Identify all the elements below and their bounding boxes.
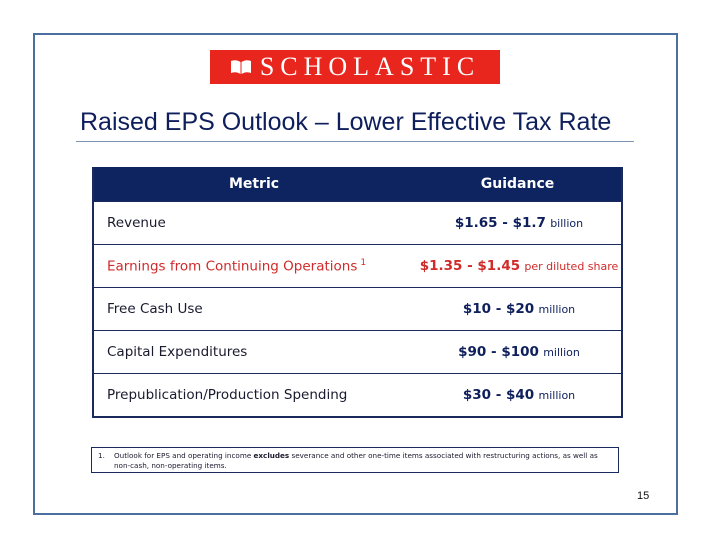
guidance-value: $30 - $40 (462, 387, 535, 403)
metric-cell: Revenue (94, 215, 417, 231)
guidance-unit: million (543, 346, 580, 359)
metric-cell: Prepublication/Production Spending (94, 387, 417, 403)
footnote-number: 1. (98, 451, 105, 460)
table-header: Metric Guidance (94, 167, 621, 201)
table-row: Prepublication/Production Spending $30 -… (94, 373, 621, 416)
footnote-text-before: Outlook for EPS and operating income (114, 451, 254, 460)
slide-title: Raised EPS Outlook – Lower Effective Tax… (80, 108, 612, 136)
table-row: Free Cash Use $10 - $20 million (94, 287, 621, 330)
title-divider (76, 141, 634, 142)
footnote-text: Outlook for EPS and operating income exc… (114, 451, 612, 472)
guidance-unit: billion (550, 217, 584, 230)
metric-cell: Free Cash Use (94, 301, 417, 317)
metric-cell: Earnings from Continuing Operations 1 (94, 258, 417, 275)
metric-cell: Capital Expenditures (94, 344, 417, 360)
footnote-ref: 1 (360, 257, 367, 268)
footnote-box: 1. Outlook for EPS and operating income … (91, 447, 619, 473)
guidance-cell: $30 - $40 million (417, 387, 621, 403)
guidance-value: $10 - $20 (462, 301, 535, 317)
guidance-value: $90 - $100 (458, 344, 539, 360)
metric-label: Free Cash Use (107, 301, 203, 317)
metric-label: Earnings from Continuing Operations (107, 258, 358, 275)
metric-label: Revenue (107, 215, 166, 231)
guidance-cell: $90 - $100 million (417, 344, 621, 360)
table-row: Capital Expenditures $90 - $100 million (94, 330, 621, 373)
footnote-text-after: severance and other one-time items assoc… (114, 451, 598, 470)
slide-frame (33, 33, 678, 515)
header-guidance: Guidance (480, 176, 555, 192)
guidance-unit: million (538, 389, 576, 402)
guidance-unit: million (538, 303, 576, 316)
metric-label: Capital Expenditures (107, 344, 248, 360)
open-book-icon (230, 60, 251, 74)
guidance-value: $1.65 - $1.7 (454, 215, 546, 231)
guidance-cell: $10 - $20 million (417, 301, 621, 317)
table-row: Earnings from Continuing Operations 1 $1.… (94, 244, 621, 287)
logo-wordmark: SCHOLASTIC (259, 52, 481, 81)
guidance-value: $1.35 - $1.45 (419, 258, 521, 274)
guidance-unit: per diluted share (524, 260, 619, 273)
scholastic-logo: SCHOLASTIC (210, 50, 500, 84)
guidance-cell: $1.65 - $1.7 billion (417, 215, 621, 231)
header-metric: Metric (228, 176, 280, 192)
guidance-cell: $1.35 - $1.45 per diluted share (417, 258, 621, 274)
footnote-bold: excludes (253, 451, 290, 460)
guidance-table: Metric Guidance Revenue $1.65 - $1.7 bil… (92, 167, 623, 418)
table-row: Revenue $1.65 - $1.7 billion (94, 201, 621, 244)
metric-label: Prepublication/Production Spending (107, 387, 348, 403)
page-number: 15 (637, 490, 650, 502)
